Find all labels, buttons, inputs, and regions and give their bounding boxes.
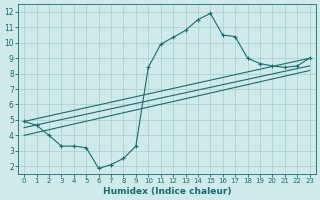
X-axis label: Humidex (Indice chaleur): Humidex (Indice chaleur) [103, 187, 231, 196]
